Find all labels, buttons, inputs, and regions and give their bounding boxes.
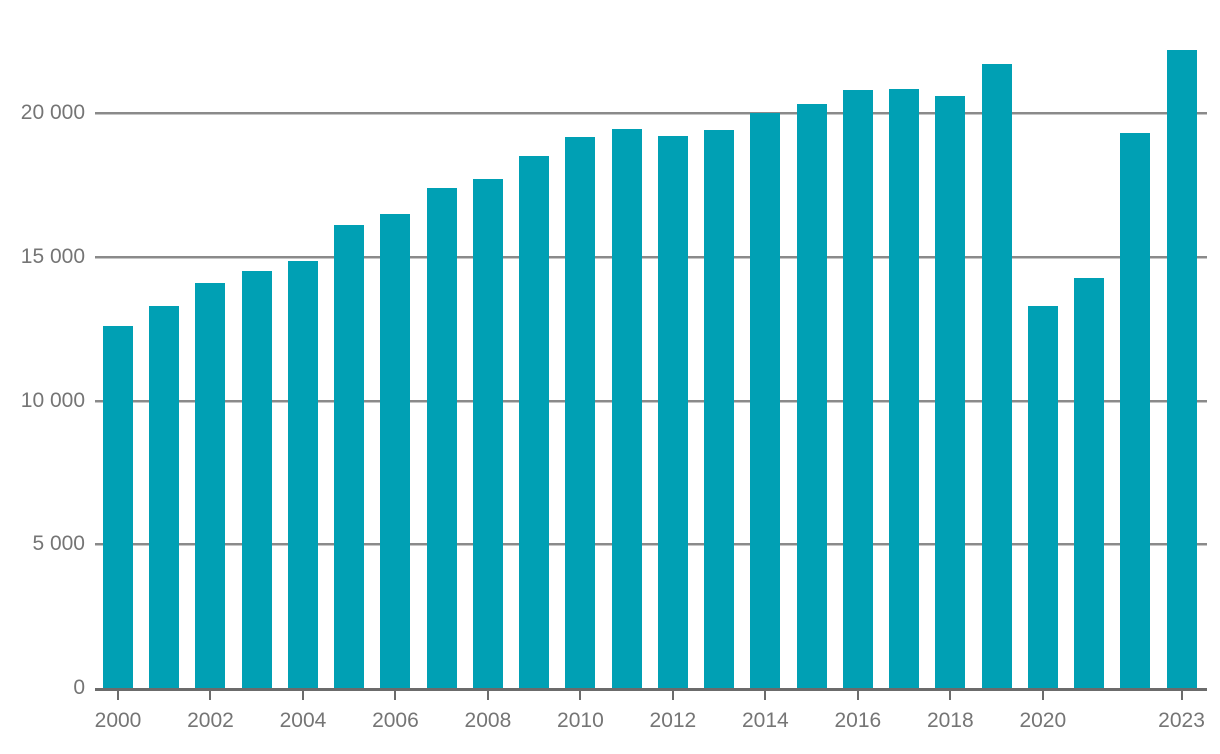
x-tick-mark-2008: [486, 691, 489, 700]
bar-2020[interactable]: [1027, 305, 1058, 688]
x-tick-mark-2012: [671, 691, 674, 700]
x-tick-mark-2004: [301, 691, 304, 700]
y-tick-label: 15 000: [20, 244, 85, 268]
x-tick-label: 2006: [372, 709, 419, 732]
bar-2001[interactable]: [149, 305, 180, 688]
x-tick-mark-2000: [117, 691, 119, 700]
bar-2007[interactable]: [426, 187, 457, 688]
bar-2006[interactable]: [380, 213, 411, 688]
bar-2011[interactable]: [611, 128, 642, 688]
bar-2022[interactable]: [1120, 133, 1151, 688]
bar-2021[interactable]: [1074, 278, 1105, 688]
bar-2014[interactable]: [750, 113, 781, 688]
x-tick-label: 2016: [834, 709, 882, 732]
bar-2018[interactable]: [935, 95, 966, 688]
gridline-20000: [95, 112, 1207, 115]
bar-2009[interactable]: [519, 156, 550, 688]
bar-2003[interactable]: [241, 271, 272, 688]
x-tick-mark-2018: [949, 691, 952, 700]
x-tick-label: 2002: [187, 709, 234, 732]
bar-2002[interactable]: [195, 282, 226, 688]
bar-2016[interactable]: [842, 90, 873, 688]
bar-2000[interactable]: [103, 325, 133, 688]
bar-2010[interactable]: [565, 137, 596, 688]
bar-2008[interactable]: [472, 179, 503, 688]
x-tick-mark-2016: [856, 691, 859, 700]
bar-2004[interactable]: [287, 261, 318, 688]
gridline-5000: [95, 543, 1207, 547]
x-tick-label: 2023: [1158, 709, 1205, 732]
x-tick-mark-2020: [1041, 691, 1044, 700]
y-tick-label: 5 000: [32, 532, 85, 556]
bar-2015[interactable]: [796, 104, 827, 688]
x-tick-label: 2000: [94, 709, 142, 732]
bar-2013[interactable]: [704, 130, 735, 688]
gridline-15000: [95, 255, 1207, 259]
x-tick-label: 2010: [557, 709, 604, 732]
x-tick-label: 2020: [1019, 709, 1067, 732]
x-tick-mark-2010: [579, 691, 582, 700]
x-tick-mark-2006: [394, 691, 397, 700]
x-tick-label: 2014: [742, 709, 789, 732]
bar-2005[interactable]: [334, 225, 365, 688]
x-tick-label: 2004: [279, 709, 327, 732]
x-tick-label: 2012: [649, 709, 697, 732]
y-tick-label: 20 000: [20, 101, 85, 124]
bar-2019[interactable]: [981, 64, 1012, 688]
x-tick-mark-2002: [209, 691, 212, 700]
bar-2023[interactable]: [1166, 49, 1197, 688]
x-tick-mark-2023: [1180, 691, 1183, 700]
x-tick-label: 2008: [464, 709, 512, 732]
gridline-10000: [95, 399, 1207, 403]
y-tick-label: 0: [73, 676, 85, 699]
x-tick-label: 2018: [926, 709, 974, 732]
bar-2017[interactable]: [889, 88, 920, 688]
x-axis-line: [95, 688, 1207, 691]
y-tick-label: 10 000: [20, 388, 85, 412]
bar-2012[interactable]: [657, 136, 688, 688]
x-tick-mark-2014: [764, 691, 767, 700]
